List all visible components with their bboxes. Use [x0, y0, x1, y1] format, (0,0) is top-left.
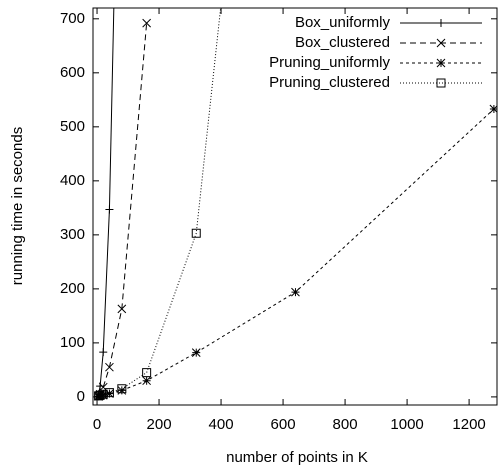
y-tick-label: 300 [60, 226, 85, 243]
marker [95, 391, 105, 401]
y-tick-label: 0 [77, 388, 85, 405]
y-tick-label: 600 [60, 64, 85, 81]
marker [291, 287, 300, 297]
y-tick-label: 200 [60, 280, 85, 297]
legend-marker [436, 58, 446, 68]
marker [104, 388, 114, 398]
x-tick-label: 200 [147, 416, 172, 433]
legend-label: Box_clustered [295, 34, 390, 51]
legend-label: Pruning_clustered [269, 74, 390, 91]
x-tick-label: 400 [209, 416, 234, 433]
series-line [98, 8, 222, 397]
y-tick-label: 100 [60, 334, 85, 351]
x-axis-label: number of points in K [226, 449, 368, 466]
marker [489, 104, 497, 114]
legend-label: Box_uniformly [295, 14, 391, 31]
plot-frame [92, 7, 498, 406]
marker [96, 382, 105, 391]
x-tick-label: 1000 [390, 416, 423, 433]
marker [98, 390, 108, 400]
y-tick-label: 400 [60, 172, 85, 189]
marker [105, 362, 114, 372]
legend-marker [436, 78, 446, 88]
x-tick-label: 800 [333, 416, 358, 433]
marker [117, 304, 127, 314]
marker [99, 348, 108, 357]
y-tick-label: 500 [60, 118, 85, 135]
legend-marker [436, 38, 446, 48]
marker [142, 368, 152, 378]
x-tick-label: 600 [271, 416, 296, 433]
marker [98, 389, 108, 399]
legend-label: Pruning_uniformly [269, 54, 390, 71]
legend-marker [437, 19, 445, 27]
series-line [98, 8, 115, 395]
marker [142, 376, 151, 386]
marker [191, 348, 201, 357]
x-tick-label: 0 [93, 416, 101, 433]
marker [105, 205, 114, 214]
marker [117, 386, 127, 395]
x-tick-label: 1200 [452, 416, 485, 433]
marker [142, 18, 151, 28]
y-axis-label: running time in seconds [9, 127, 26, 285]
marker [105, 389, 114, 399]
marker [117, 384, 127, 394]
marker [191, 228, 201, 238]
series-line [98, 108, 495, 397]
marker [94, 392, 103, 401]
y-tick-label: 700 [60, 10, 85, 27]
